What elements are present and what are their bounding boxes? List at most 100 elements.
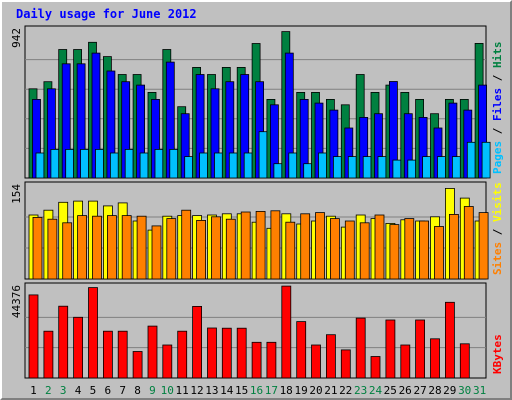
bar-kbytes <box>177 330 188 379</box>
x-tick-label: 27 <box>413 384 426 397</box>
bar-pages <box>50 148 60 179</box>
x-tick-label: 9 <box>149 384 156 397</box>
panel-kbytes: 44376 KBytes <box>10 282 504 379</box>
bar-pages <box>243 152 253 179</box>
panel-max-label: 942 <box>10 28 23 48</box>
panel-max-label: 154 <box>10 184 23 204</box>
bar-pages <box>422 156 432 179</box>
bar-pages <box>451 156 461 179</box>
panel-legend: KBytes <box>491 334 504 374</box>
bar-sites <box>300 213 311 280</box>
bar-pages <box>481 141 491 179</box>
bar-kbytes <box>444 301 455 379</box>
bar-sites <box>151 225 162 280</box>
bar-sites <box>107 215 117 280</box>
legend-kbytes: KBytes <box>491 334 504 374</box>
bar-pages <box>362 156 372 179</box>
bar-sites <box>77 215 87 280</box>
bar-kbytes <box>340 349 351 379</box>
bar-pages <box>377 156 387 179</box>
bar-pages <box>184 156 194 179</box>
bar-pages <box>273 163 283 179</box>
bar-pages <box>318 152 327 179</box>
bar-kbytes <box>355 317 366 379</box>
x-tick-label: 29 <box>443 384 456 397</box>
bar-kbytes <box>311 344 321 379</box>
x-tick-label: 21 <box>324 384 337 397</box>
bar-sites <box>329 218 340 280</box>
bar-kbytes <box>88 287 98 379</box>
bar-pages <box>392 159 402 179</box>
bar-pages <box>407 159 417 179</box>
bar-sites <box>47 218 58 280</box>
bar-sites <box>419 220 430 280</box>
panel-max-label: 44376 <box>10 285 23 318</box>
legend-visits: Visits <box>491 182 504 222</box>
x-tick-label: 24 <box>369 384 383 397</box>
bar-sites <box>315 212 325 280</box>
legend-separator: / <box>491 68 504 88</box>
bar-sites <box>166 218 177 280</box>
x-tick-label: 3 <box>60 384 67 397</box>
legend-hits: Hits <box>491 42 504 69</box>
bar-sites <box>92 215 102 280</box>
bar-kbytes <box>207 327 217 379</box>
bar-kbytes <box>400 344 411 379</box>
legend-separator: / <box>491 222 504 242</box>
x-tick-label: 11 <box>175 384 188 397</box>
bar-pages <box>347 156 357 179</box>
x-tick-label: 1 <box>30 384 37 397</box>
x-tick-label: 6 <box>104 384 111 397</box>
x-tick-label: 25 <box>384 384 397 397</box>
bar-kbytes <box>132 351 143 379</box>
bar-kbytes <box>103 330 113 379</box>
bar-kbytes <box>73 316 83 379</box>
panel-legend: Pages / Files / Hits <box>491 42 504 175</box>
bar-sites <box>374 214 385 280</box>
bar-pages <box>80 148 89 179</box>
x-tick-label: 18 <box>280 384 293 397</box>
bar-sites <box>359 222 370 280</box>
bar-pages <box>169 148 179 179</box>
x-tick-label: 17 <box>265 384 278 397</box>
bar-pages <box>228 152 238 179</box>
x-tick-label: 2 <box>45 384 52 397</box>
bar-pages <box>288 152 298 179</box>
x-tick-label: 16 <box>250 384 263 397</box>
bar-sites <box>136 215 147 280</box>
x-tick-label: 23 <box>354 384 367 397</box>
bar-kbytes <box>117 330 128 379</box>
bar-sites <box>225 218 236 280</box>
legend-files: Files <box>491 88 504 121</box>
bar-pages <box>95 148 104 179</box>
panel-visits-sites: 154 Sites / Visits <box>10 181 504 280</box>
bar-kbytes <box>28 294 39 379</box>
bar-pages <box>214 152 223 179</box>
bar-sites <box>62 222 73 280</box>
bar-pages <box>35 152 45 179</box>
bar-sites <box>240 211 251 280</box>
bar-sites <box>181 209 192 280</box>
bar-kbytes <box>58 305 69 379</box>
bar-kbytes <box>459 343 470 379</box>
legend-pages: Pages <box>491 141 504 174</box>
x-tick-label: 7 <box>119 384 126 397</box>
x-tick-label: 14 <box>220 384 234 397</box>
bar-kbytes <box>162 344 173 379</box>
bar-pages <box>65 148 75 179</box>
bar-sites <box>285 221 296 280</box>
bar-kbytes <box>385 319 396 379</box>
bar-sites <box>404 218 415 280</box>
bar-sites <box>211 216 221 280</box>
bar-kbytes <box>147 325 158 379</box>
bar-sites <box>196 219 207 280</box>
bar-pages <box>466 141 476 179</box>
bar-kbytes <box>236 327 247 379</box>
bar-pages <box>332 156 342 179</box>
bar-pages <box>139 152 149 179</box>
bar-sites <box>121 215 132 280</box>
x-tick-label: 12 <box>190 384 203 397</box>
x-tick-label: 5 <box>90 384 97 397</box>
